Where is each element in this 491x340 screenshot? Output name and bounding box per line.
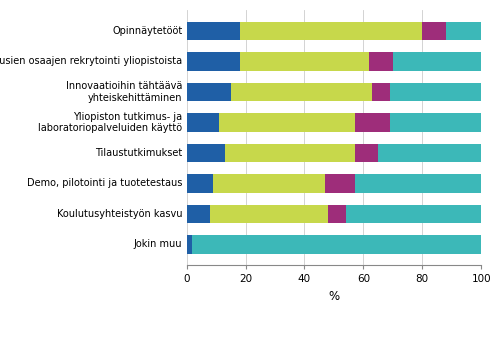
Bar [231,83,372,101]
Bar [187,205,210,223]
Bar [187,113,219,132]
Bar [393,52,481,71]
Bar [192,235,481,254]
Bar [213,174,325,192]
Bar [372,83,390,101]
Bar [390,83,481,101]
Bar [210,205,328,223]
Bar [328,205,346,223]
Bar [187,83,231,101]
Bar [187,235,192,254]
Bar [355,144,378,162]
Bar [219,113,355,132]
Bar [187,144,225,162]
Bar [225,144,355,162]
Bar [325,174,355,192]
Bar [378,144,481,162]
Bar [240,22,422,40]
Bar [355,174,481,192]
Bar [240,52,369,71]
Bar [187,174,213,192]
Bar [187,22,240,40]
Bar [390,113,481,132]
Bar [187,52,240,71]
Bar [346,205,481,223]
Bar [369,52,393,71]
Bar [422,22,446,40]
Bar [446,22,481,40]
X-axis label: %: % [328,290,339,303]
Bar [355,113,390,132]
